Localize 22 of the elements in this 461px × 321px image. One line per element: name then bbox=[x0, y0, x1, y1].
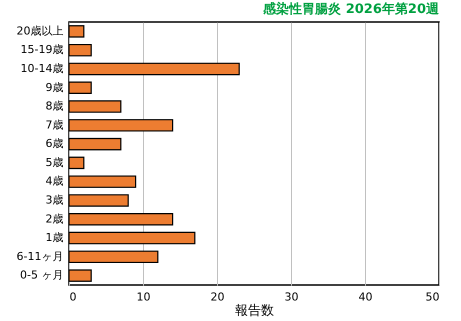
y-tick-label: 0-5 ヶ月 bbox=[20, 268, 64, 282]
y-tick-label: 6-11ヶ月 bbox=[16, 250, 64, 263]
y-tick-label: 6歳 bbox=[46, 137, 64, 150]
y-tick-label: 10-14歳 bbox=[20, 62, 64, 75]
x-tick-label: 10 bbox=[136, 290, 150, 304]
y-tick-label: 7歳 bbox=[46, 118, 64, 132]
chart-title: 感染性胃腸炎 2026年第20週 bbox=[262, 1, 440, 17]
x-tick-label: 0 bbox=[70, 290, 76, 304]
y-tick-label: 4歳 bbox=[46, 174, 64, 188]
x-tick-label: 20 bbox=[210, 290, 224, 304]
y-tick-label: 2歳 bbox=[46, 212, 64, 226]
y-tick-label: 9歳 bbox=[46, 80, 64, 94]
x-tick-label: 30 bbox=[284, 290, 298, 304]
x-tick-label: 40 bbox=[358, 290, 372, 304]
y-tick-label: 15-19歳 bbox=[20, 43, 64, 56]
y-tick-label: 8歳 bbox=[46, 100, 64, 113]
y-tick-label: 20歳以上 bbox=[16, 24, 64, 38]
x-tick-label: 50 bbox=[426, 290, 440, 304]
x-axis-title: 報告数 bbox=[235, 304, 274, 318]
y-tick-label: 3歳 bbox=[46, 193, 64, 206]
y-tick-label: 1歳 bbox=[46, 231, 64, 244]
y-tick-label: 5歳 bbox=[46, 156, 64, 169]
